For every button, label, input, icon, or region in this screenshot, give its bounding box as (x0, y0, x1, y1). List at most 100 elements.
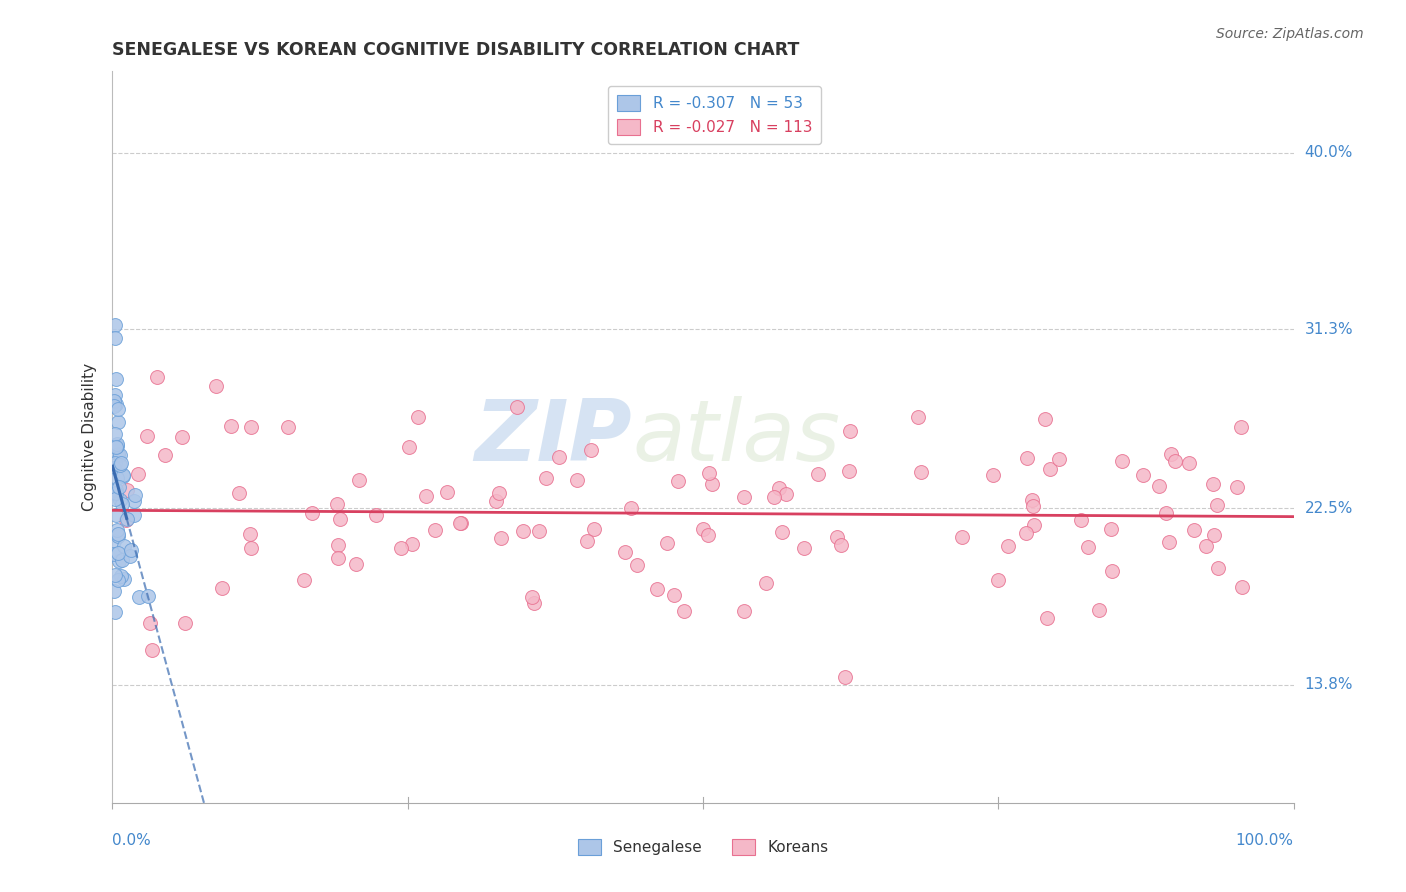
Point (104, 486, 127, 500)
Point (174, 616, 197, 631)
Point (107, 573, 129, 587)
Point (613, 545, 636, 559)
Text: atlas: atlas (633, 395, 841, 479)
Point (136, 428, 159, 442)
Point (136, 589, 159, 603)
Point (122, 508, 145, 522)
Point (807, 467, 830, 481)
Point (1164, 454, 1187, 468)
Point (104, 330, 127, 344)
Point (104, 491, 127, 506)
Point (1202, 528, 1225, 542)
Point (565, 473, 588, 487)
Point (1015, 451, 1038, 466)
Point (146, 369, 169, 384)
Point (120, 549, 142, 563)
Y-axis label: Cognitive Disability: Cognitive Disability (82, 363, 97, 511)
Point (582, 522, 605, 536)
Point (1154, 506, 1177, 520)
Point (838, 424, 860, 438)
Point (1077, 540, 1099, 554)
Point (104, 605, 127, 619)
Point (107, 447, 129, 461)
Point (775, 487, 797, 501)
Point (172, 430, 194, 444)
Point (997, 539, 1019, 553)
Point (128, 590, 150, 604)
Point (301, 506, 323, 520)
Point (239, 420, 262, 434)
Point (527, 524, 550, 538)
Point (512, 524, 534, 538)
Point (672, 604, 695, 618)
Point (489, 531, 512, 545)
Point (344, 558, 367, 572)
Point (1208, 561, 1230, 575)
Point (910, 465, 932, 479)
Point (107, 526, 129, 541)
Point (645, 582, 668, 596)
Point (1160, 447, 1182, 461)
Point (1182, 523, 1205, 537)
Point (239, 526, 262, 541)
Point (626, 558, 648, 573)
Point (103, 533, 125, 548)
Text: 31.3%: 31.3% (1305, 322, 1353, 337)
Point (326, 538, 349, 552)
Point (950, 530, 973, 544)
Point (1070, 513, 1092, 527)
Point (1049, 451, 1071, 466)
Point (239, 541, 262, 556)
Point (450, 516, 472, 530)
Point (655, 536, 678, 550)
Point (205, 379, 228, 393)
Point (522, 591, 544, 605)
Point (523, 597, 546, 611)
Text: 0.0%: 0.0% (112, 833, 152, 848)
Point (110, 568, 132, 582)
Point (401, 537, 423, 551)
Point (104, 372, 127, 386)
Point (1021, 492, 1043, 507)
Point (1022, 499, 1045, 513)
Point (108, 480, 131, 494)
Point (112, 468, 135, 483)
Point (120, 542, 142, 557)
Point (415, 489, 437, 503)
Point (111, 497, 134, 511)
Point (328, 551, 350, 566)
Point (449, 516, 471, 531)
Text: Source: ZipAtlas.com: Source: ZipAtlas.com (1216, 27, 1364, 41)
Point (124, 488, 146, 502)
Point (111, 467, 134, 482)
Point (907, 410, 929, 425)
Point (436, 485, 458, 500)
Point (575, 533, 598, 548)
Point (1230, 420, 1253, 434)
Point (108, 448, 131, 462)
Point (277, 420, 299, 434)
Point (488, 486, 510, 500)
Point (1111, 453, 1133, 467)
Point (662, 588, 685, 602)
Point (108, 553, 131, 567)
Point (1202, 477, 1225, 491)
Point (1157, 535, 1180, 549)
Point (485, 494, 508, 508)
Point (108, 458, 131, 472)
Point (104, 508, 127, 523)
Text: 40.0%: 40.0% (1305, 145, 1353, 161)
Point (825, 530, 848, 544)
Point (834, 670, 856, 684)
Point (107, 402, 129, 417)
Point (105, 471, 128, 485)
Point (793, 541, 815, 555)
Text: 22.5%: 22.5% (1305, 500, 1353, 516)
Point (733, 604, 755, 618)
Point (1015, 525, 1038, 540)
Point (107, 529, 129, 543)
Point (107, 523, 129, 537)
Point (329, 512, 352, 526)
Point (108, 492, 131, 507)
Point (112, 539, 135, 553)
